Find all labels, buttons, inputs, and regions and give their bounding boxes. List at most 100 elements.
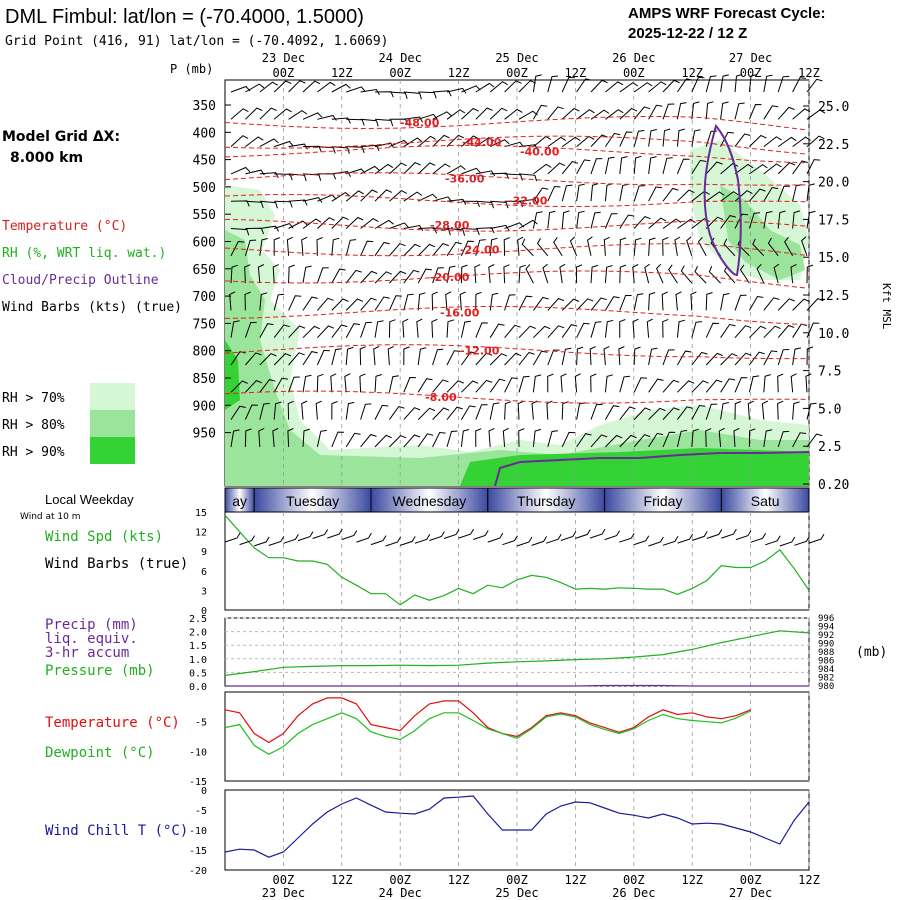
wind-barb: [432, 348, 444, 366]
windchill-ytick: -15: [189, 846, 207, 857]
wind-barb: [475, 322, 488, 338]
wind-barb: [272, 427, 279, 447]
surface-wind-barb: [648, 536, 664, 547]
weekday-label: Friday: [644, 493, 683, 509]
rh-shading: [460, 448, 809, 486]
wind-barb: [691, 380, 709, 393]
wind-barb: [633, 346, 641, 366]
wind-barb: [648, 81, 667, 93]
surface-wind-barb: [662, 536, 679, 546]
wind-barb: [553, 237, 563, 257]
wind-barb: [475, 82, 495, 93]
wind-barb: [432, 228, 451, 236]
wind-barb: [648, 186, 662, 202]
wind-barb: [489, 139, 510, 148]
wind-barb: [475, 379, 493, 393]
wind-barb: [302, 218, 322, 229]
wind-barb: [360, 433, 377, 448]
wind-barb: [633, 216, 651, 229]
surface-wind-barb: [589, 528, 606, 539]
wind-barb: [461, 135, 479, 147]
wind-barb: [604, 156, 615, 174]
wind-barb: [374, 219, 394, 229]
height-tick-label: 10.0: [818, 327, 849, 342]
wind-barb: [656, 263, 664, 284]
surface-wind-barb: [224, 532, 241, 543]
wind-barb: [618, 346, 625, 366]
wind-barb: [403, 91, 422, 100]
wind-barb: [748, 428, 756, 447]
wind-barb: [676, 78, 693, 93]
contour-label: -40.00: [520, 145, 560, 158]
wind-barb: [748, 103, 762, 120]
wind-barb: [245, 352, 262, 366]
wind-barb: [504, 108, 523, 120]
wind-barb: [460, 320, 471, 338]
wind-barb: [542, 263, 549, 284]
wind-barb: [230, 380, 248, 393]
wind-barb: [561, 107, 580, 120]
wind-barb: [459, 291, 466, 311]
wind-barb: [475, 291, 482, 311]
height-tick-label: 25.0: [818, 100, 849, 115]
wind-barb: [288, 264, 295, 284]
windchill-ytick: -10: [189, 826, 207, 837]
top-hour-label: 00Z: [273, 66, 295, 80]
wind-barb: [561, 210, 570, 229]
wind-barb: [661, 291, 668, 311]
wind-barb: [475, 404, 488, 420]
wind-barb: [633, 237, 642, 256]
contour-label: -8.00: [425, 391, 457, 404]
wind-barb: [691, 159, 707, 175]
wind-barb: [230, 405, 246, 420]
wind-barb: [720, 215, 736, 229]
wind-barb: [360, 189, 378, 202]
wind-barb: [604, 319, 614, 338]
weekday-cell: [253, 487, 372, 514]
wind-barb: [662, 407, 680, 420]
wind-barb: [403, 434, 421, 448]
wind-barb: [388, 319, 396, 338]
wind-barb: [388, 295, 402, 311]
wind-barb: [488, 264, 495, 284]
panel-label: Dewpoint (°C): [45, 745, 155, 761]
wind-barb: [316, 349, 330, 366]
wind-barb: [806, 109, 826, 120]
wind-barb: [317, 325, 335, 339]
wind-barb: [489, 292, 499, 311]
wind-barb: [691, 428, 699, 447]
panel-label: Wind Barbs (true): [45, 556, 188, 572]
surface-wind-barb: [414, 534, 431, 544]
wind-barb: [301, 236, 308, 256]
wind-barb: [446, 134, 465, 147]
wind-barb: [734, 401, 742, 420]
wind-barb: [331, 117, 351, 124]
weekday-cell: [370, 487, 489, 514]
wind-barb: [619, 131, 633, 147]
wind-barb: [676, 350, 692, 366]
wind-barb: [272, 264, 279, 284]
wind-barb: [432, 267, 444, 284]
wind-barb: [360, 240, 374, 257]
wind-barb: [575, 264, 583, 284]
wind-barb: [245, 380, 263, 393]
wind-barb: [432, 196, 452, 202]
wind-barb: [547, 75, 559, 93]
wind-barb: [763, 350, 778, 366]
wind-barb: [734, 352, 752, 366]
wind-barb: [619, 434, 637, 448]
wind-barb: [792, 298, 810, 311]
wind-barb: [403, 346, 410, 366]
wind-barb: [633, 155, 642, 174]
wind-barb: [777, 185, 790, 202]
wind-ytick: 6: [201, 567, 207, 578]
wind-barb: [677, 189, 695, 202]
wind-barb: [792, 347, 802, 366]
wind-barb: [561, 160, 579, 175]
pressure-tick-label: 900: [193, 399, 216, 414]
wind-barb: [705, 216, 724, 229]
wind-barb: [230, 351, 246, 366]
height-tick-label: 7.5: [818, 365, 841, 380]
wind-barb: [560, 373, 567, 393]
wind-barb: [230, 264, 238, 284]
